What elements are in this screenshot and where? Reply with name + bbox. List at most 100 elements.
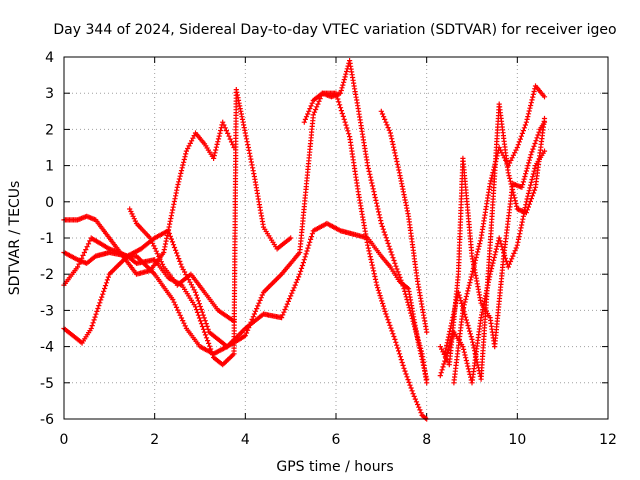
data-point: [500, 247, 506, 253]
data-point: [466, 325, 472, 331]
data-point: [183, 151, 189, 157]
data-point: [198, 306, 204, 312]
data-point: [170, 242, 177, 248]
data-point: [381, 229, 387, 235]
data-point: [476, 243, 482, 249]
data-point: [335, 96, 341, 102]
data-point: [202, 332, 209, 338]
data-point: [455, 289, 461, 295]
data-point: [152, 245, 158, 252]
data-point: [245, 327, 251, 333]
data-point: [465, 363, 471, 369]
data-point: [387, 322, 393, 328]
data-point: [102, 283, 109, 289]
data-point: [181, 159, 187, 165]
data-point: [380, 303, 386, 309]
data-point: [376, 212, 382, 218]
y-tick-label: -1: [40, 231, 54, 247]
y-tick-label: 3: [45, 86, 54, 102]
data-point: [343, 122, 349, 128]
data-point: [382, 232, 388, 238]
data-point: [225, 130, 231, 136]
data-point: [467, 280, 473, 286]
data-point: [491, 167, 497, 173]
data-point: [511, 195, 518, 201]
data-point: [524, 165, 530, 171]
data-point: [380, 226, 386, 232]
data-point: [288, 235, 294, 241]
data-point: [398, 357, 404, 363]
data-point: [475, 249, 481, 255]
data-point: [522, 122, 528, 128]
data-point: [96, 303, 102, 309]
data-point: [492, 161, 498, 167]
data-point: [366, 248, 372, 254]
data-point: [394, 266, 400, 272]
data-point: [221, 122, 227, 128]
data-point: [208, 346, 214, 352]
data-point: [509, 256, 515, 262]
data-point: [306, 242, 312, 248]
data-point: [366, 168, 372, 174]
data-point: [530, 174, 536, 180]
data-point: [415, 334, 421, 341]
data-point: [180, 162, 186, 168]
data-point: [388, 249, 394, 255]
data-point: [83, 247, 89, 253]
data-point: [526, 188, 532, 194]
data-point: [416, 340, 422, 346]
data-point: [407, 382, 413, 388]
data-point: [101, 288, 107, 294]
data-point: [525, 190, 532, 196]
data-point: [205, 338, 211, 344]
data-point: [513, 245, 519, 251]
data-point: [527, 154, 533, 161]
data-point: [525, 111, 532, 117]
data-point: [308, 234, 315, 240]
y-axis-label: SDTVAR / TECUs: [7, 181, 23, 296]
data-point: [396, 272, 402, 278]
data-point: [215, 139, 221, 145]
data-point: [525, 114, 531, 120]
data-point: [404, 374, 410, 380]
data-point: [300, 260, 306, 266]
plot-frame: [63, 56, 609, 420]
data-point: [344, 68, 350, 75]
data-point: [175, 253, 181, 259]
data-point: [519, 184, 525, 190]
data-point: [386, 127, 392, 133]
x-tick-label: 4: [241, 432, 250, 448]
data-point: [369, 183, 376, 189]
data-point: [197, 303, 203, 310]
data-point: [523, 171, 529, 177]
data-point: [254, 306, 260, 312]
data-point: [494, 153, 500, 159]
data-point: [413, 329, 419, 335]
data-point: [302, 116, 308, 122]
data-point: [369, 259, 375, 265]
data-point: [532, 140, 538, 147]
data-point: [470, 268, 476, 274]
data-point: [305, 111, 311, 117]
data-point: [201, 315, 207, 321]
data-point: [290, 287, 296, 294]
data-point: [282, 306, 288, 313]
data-point: [529, 97, 535, 103]
data-point: [182, 154, 188, 160]
data-point: [384, 238, 390, 244]
data-point: [506, 173, 512, 179]
data-point: [251, 311, 257, 317]
data-point: [377, 293, 383, 299]
data-point: [402, 368, 408, 374]
data-point: [457, 295, 463, 301]
data-point: [505, 264, 511, 270]
data-point: [464, 360, 470, 366]
data-point: [470, 339, 476, 345]
data-point: [374, 282, 380, 288]
y-tick-label: 4: [45, 50, 54, 66]
data-point: [387, 246, 393, 252]
data-point: [404, 296, 410, 303]
data-point: [530, 91, 536, 97]
data-point: [346, 131, 352, 137]
data-point: [456, 292, 462, 298]
